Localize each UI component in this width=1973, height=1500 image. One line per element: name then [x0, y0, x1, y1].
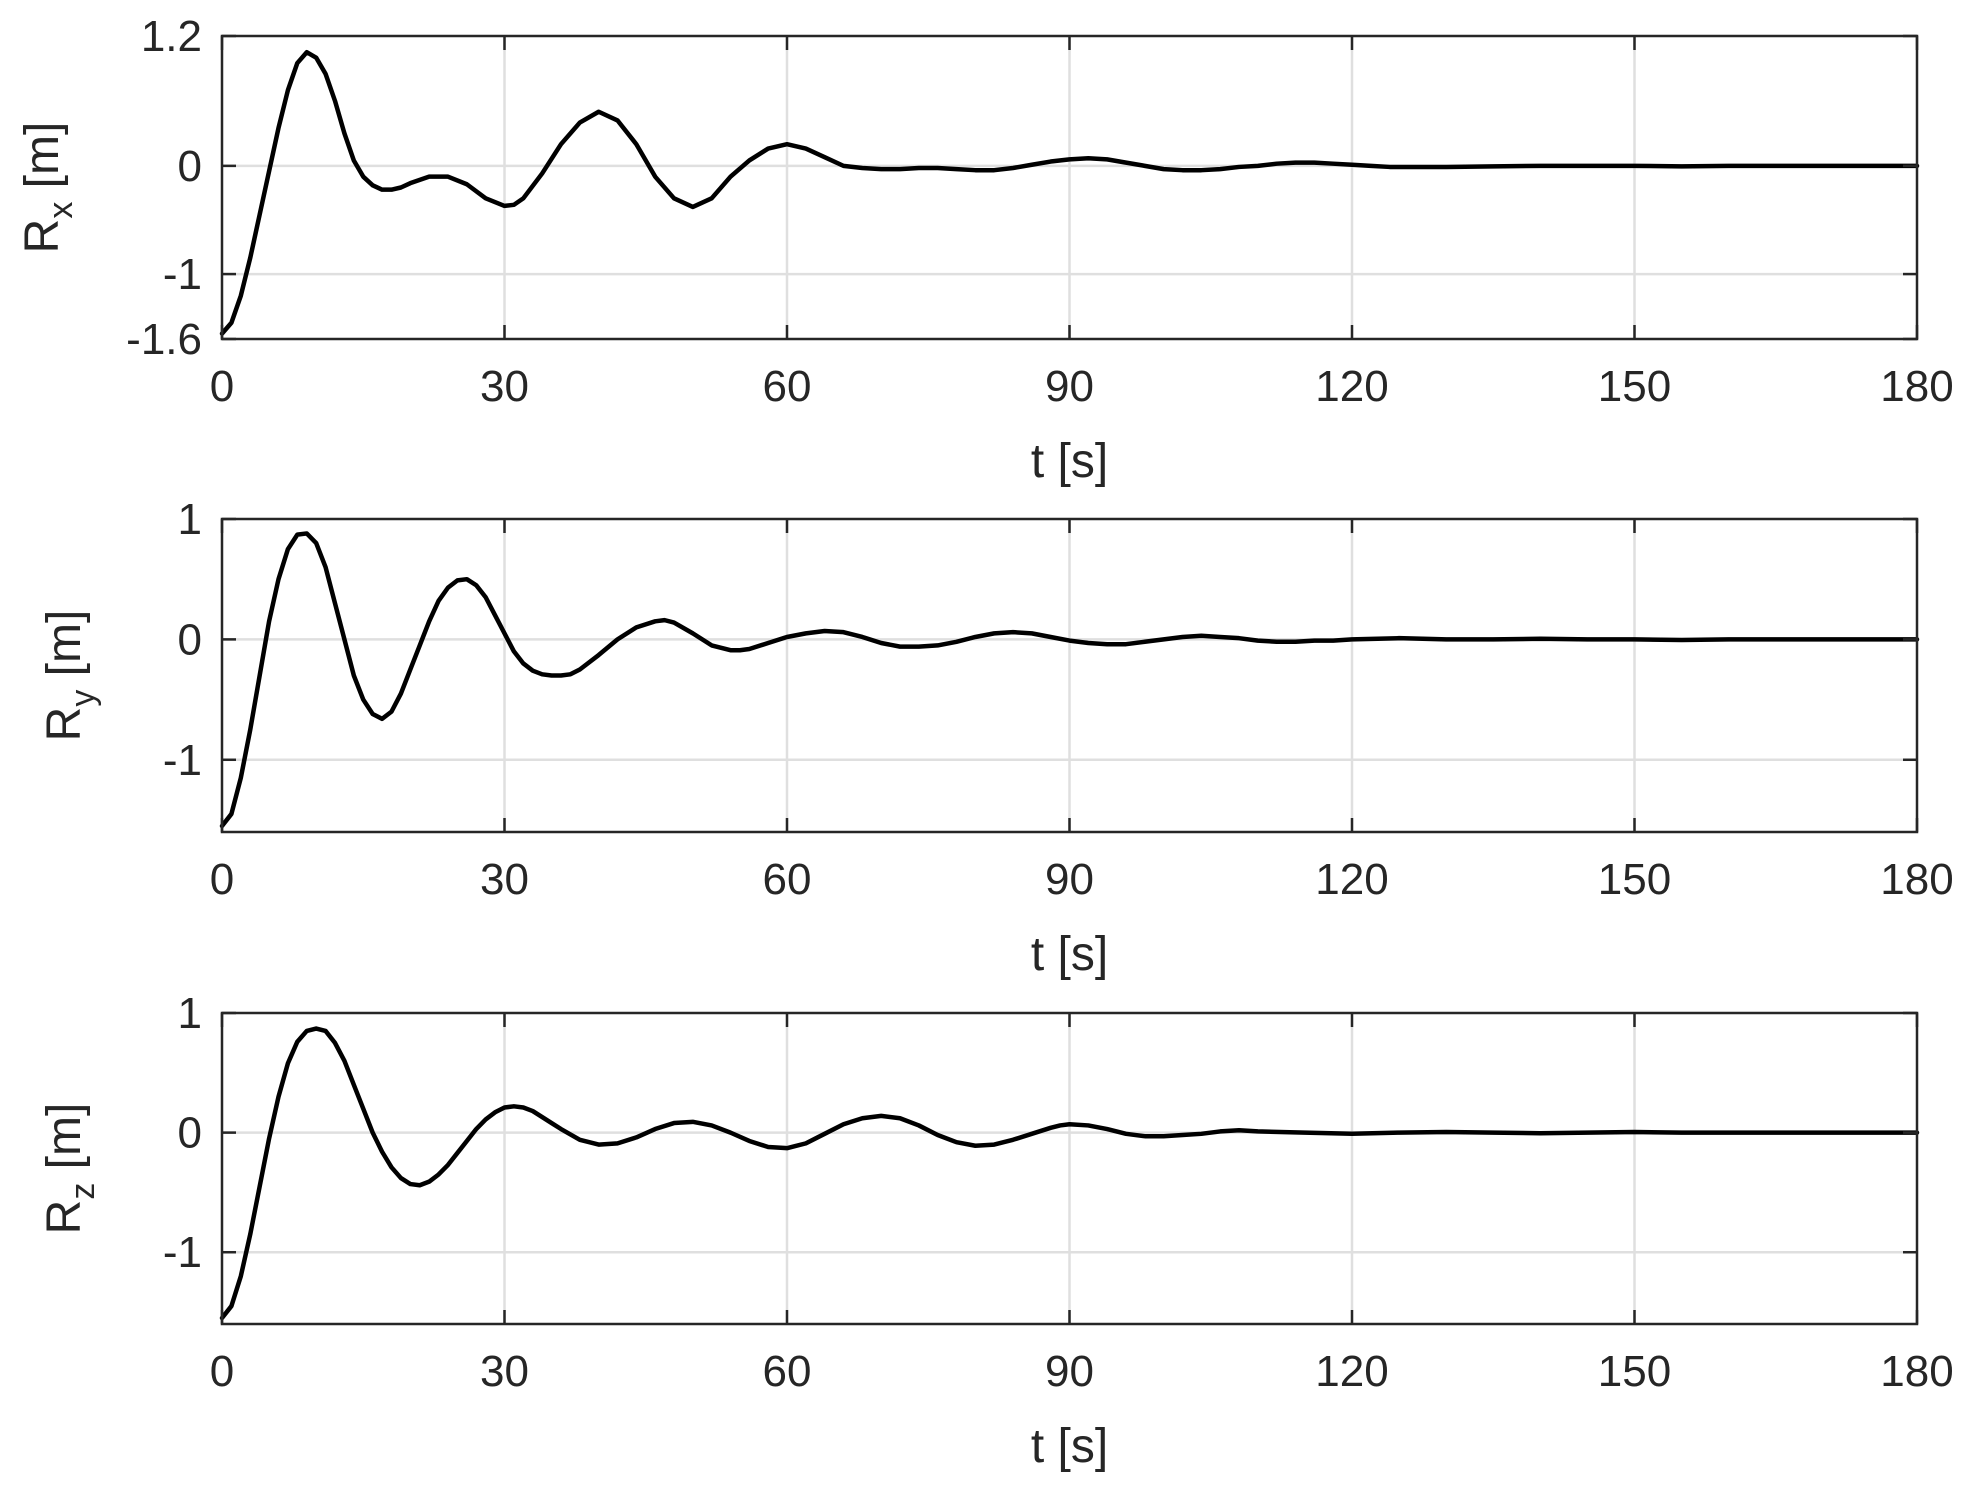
x-tick-label: 150: [1598, 855, 1671, 904]
y-tick-label: -1: [163, 250, 202, 299]
x-tick-label: 30: [480, 855, 529, 904]
x-tick-label: 120: [1315, 362, 1388, 411]
x-tick-label: 60: [763, 855, 812, 904]
series-line: [219, 531, 1920, 829]
y-tick-label: 0: [178, 1109, 202, 1158]
x-axis-label: t [s]: [1031, 435, 1108, 488]
x-tick-label: 90: [1045, 855, 1094, 904]
y-tick-label: -1: [163, 1228, 202, 1277]
x-tick-label: 30: [480, 1347, 529, 1396]
x-tick-label: 120: [1315, 855, 1388, 904]
x-tick-label: 0: [210, 1347, 234, 1396]
x-axis-label: t [s]: [1031, 1420, 1108, 1473]
y-axis-label: Ry [m]: [38, 610, 102, 742]
y-tick-label: -1.6: [126, 315, 202, 364]
x-tick-label: 60: [763, 362, 812, 411]
y-tick-label: 1: [178, 495, 202, 544]
y-axis-label: Rz [m]: [38, 1103, 102, 1235]
y-axis-label-subscript: y: [64, 690, 102, 707]
x-tick-label: 90: [1045, 1347, 1094, 1396]
y-axis-label-base: R: [38, 707, 91, 742]
x-tick-label: 60: [763, 1347, 812, 1396]
y-axis-label-subscript: x: [42, 202, 80, 219]
x-tick-label: 120: [1315, 1347, 1388, 1396]
x-tick-label: 180: [1880, 1347, 1953, 1396]
series-line: [219, 1026, 1920, 1321]
x-tick-label: 180: [1880, 362, 1953, 411]
series-line: [219, 49, 1920, 336]
y-axis-label-base: R: [16, 219, 69, 254]
chart-panel-3: 0 30 60 90 120 150 180 -1 0 1 t [s] Rz [m]: [38, 989, 1954, 1473]
chart-panel-2: 0 30 60 90 120 150 180 -1 0 1 t [s] Ry [m]: [38, 495, 1954, 981]
y-tick-label: 1: [178, 989, 202, 1038]
y-axis-label-subscript: z: [64, 1183, 102, 1200]
x-tick-label: 30: [480, 362, 529, 411]
x-axis-label: t [s]: [1031, 928, 1108, 981]
y-axis-label-unit: [m]: [38, 1103, 91, 1183]
y-tick-label: 0: [178, 615, 202, 664]
x-tick-label: 180: [1880, 855, 1953, 904]
y-tick-label: 1.2: [141, 12, 202, 61]
chart-panel-1: 0 30 60 90 120 150 180 -1.6 -1 0 1.2 t [s] Rx [m]: [16, 12, 1954, 488]
y-tick-label: -1: [163, 736, 202, 785]
y-axis-label: Rx [m]: [16, 122, 80, 254]
y-axis-label-base: R: [38, 1200, 91, 1235]
y-axis-label-unit: [m]: [16, 122, 69, 202]
y-axis-label-unit: [m]: [38, 610, 91, 690]
x-tick-label: 0: [210, 362, 234, 411]
x-tick-label: 0: [210, 855, 234, 904]
y-tick-label: 0: [178, 142, 202, 191]
x-tick-label: 90: [1045, 362, 1094, 411]
x-tick-label: 150: [1598, 362, 1671, 411]
x-tick-label: 150: [1598, 1347, 1671, 1396]
